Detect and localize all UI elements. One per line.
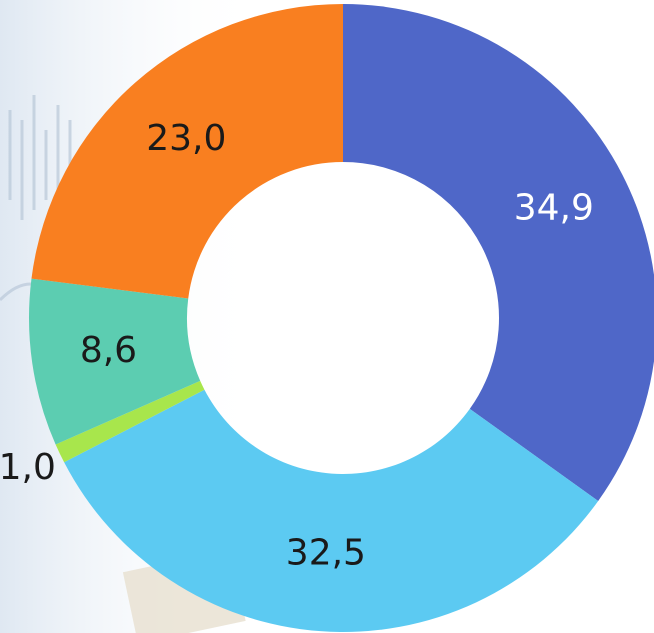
data-label: 8,6 (80, 330, 137, 371)
data-label: 34,9 (514, 188, 594, 229)
donut-segment (343, 4, 654, 501)
data-label: 32,5 (286, 532, 366, 573)
chart: 34,9 32,5 1,0 8,6 23,0 (0, 0, 654, 633)
data-label: 1,0 (0, 447, 56, 488)
data-label: 23,0 (146, 118, 226, 159)
